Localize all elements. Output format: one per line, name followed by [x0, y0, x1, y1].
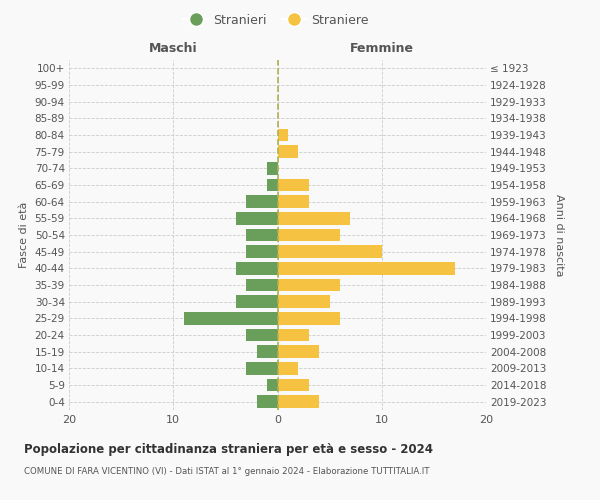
Bar — [277, 129, 288, 141]
Bar — [246, 246, 277, 258]
Bar — [277, 262, 455, 274]
Bar — [277, 329, 309, 341]
Bar — [277, 279, 340, 291]
Bar — [246, 196, 277, 208]
Bar — [277, 396, 319, 408]
Bar — [246, 279, 277, 291]
Legend: Stranieri, Straniere: Stranieri, Straniere — [178, 8, 374, 32]
Bar — [277, 146, 298, 158]
Bar — [236, 296, 277, 308]
Bar — [184, 312, 277, 324]
Text: Maschi: Maschi — [149, 42, 197, 55]
Y-axis label: Anni di nascita: Anni di nascita — [554, 194, 564, 276]
Bar — [246, 329, 277, 341]
Bar — [257, 346, 277, 358]
Bar — [246, 229, 277, 241]
Bar — [246, 362, 277, 374]
Bar — [277, 246, 382, 258]
Bar — [267, 162, 277, 174]
Bar — [267, 379, 277, 391]
Y-axis label: Fasce di età: Fasce di età — [19, 202, 29, 268]
Bar — [236, 212, 277, 224]
Bar — [277, 229, 340, 241]
Bar — [277, 312, 340, 324]
Bar — [277, 379, 309, 391]
Bar — [277, 362, 298, 374]
Text: Popolazione per cittadinanza straniera per età e sesso - 2024: Popolazione per cittadinanza straniera p… — [24, 442, 433, 456]
Bar — [257, 396, 277, 408]
Text: Femmine: Femmine — [350, 42, 414, 55]
Bar — [267, 179, 277, 192]
Bar — [277, 179, 309, 192]
Bar — [277, 196, 309, 208]
Bar — [277, 346, 319, 358]
Bar — [277, 296, 329, 308]
Text: COMUNE DI FARA VICENTINO (VI) - Dati ISTAT al 1° gennaio 2024 - Elaborazione TUT: COMUNE DI FARA VICENTINO (VI) - Dati IST… — [24, 468, 430, 476]
Bar — [277, 212, 350, 224]
Bar — [236, 262, 277, 274]
